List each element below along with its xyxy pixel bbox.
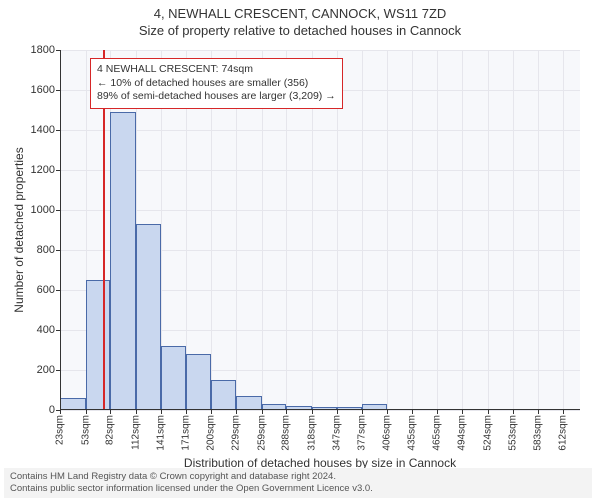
xtick-mark: [362, 410, 363, 414]
xtick-mark: [211, 410, 212, 414]
gridline-v: [437, 50, 438, 410]
xtick-label: 377sqm: [357, 415, 368, 451]
footer-line-1: Contains HM Land Registry data © Crown c…: [10, 471, 586, 483]
ytick-label: 1600: [15, 84, 55, 96]
histogram-bar: [161, 346, 187, 410]
xtick-label: 171sqm: [181, 415, 192, 451]
gridline-h: [60, 170, 580, 171]
gridline-h: [60, 130, 580, 131]
xtick-mark: [412, 410, 413, 414]
gridline-v: [563, 50, 564, 410]
xtick-mark: [286, 410, 287, 414]
xtick-label: 465sqm: [432, 415, 443, 451]
xtick-mark: [312, 410, 313, 414]
footer-line-2: Contains public sector information licen…: [10, 483, 586, 495]
histogram-chart: Number of detached properties Distributi…: [60, 50, 580, 410]
annotation-callout: 4 NEWHALL CRESCENT: 74sqm ← 10% of detac…: [90, 58, 343, 109]
histogram-bar: [186, 354, 211, 410]
xtick-mark: [110, 410, 111, 414]
gridline-h: [60, 410, 580, 411]
xtick-label: 612sqm: [557, 415, 568, 451]
xtick-mark: [186, 410, 187, 414]
ytick-label: 800: [15, 244, 55, 256]
xtick-mark: [488, 410, 489, 414]
ytick-label: 600: [15, 284, 55, 296]
xtick-label: 553sqm: [507, 415, 518, 451]
gridline-v: [513, 50, 514, 410]
xtick-label: 53sqm: [80, 415, 91, 445]
xtick-mark: [513, 410, 514, 414]
histogram-bar: [236, 396, 262, 410]
xtick-mark: [387, 410, 388, 414]
gridline-v: [412, 50, 413, 410]
annotation-line-2: ← 10% of detached houses are smaller (35…: [97, 77, 336, 91]
xtick-mark: [262, 410, 263, 414]
xtick-label: 288sqm: [281, 415, 292, 451]
gridline-h: [60, 210, 580, 211]
xtick-label: 318sqm: [306, 415, 317, 451]
xtick-label: 494sqm: [457, 415, 468, 451]
x-axis: [60, 409, 580, 410]
xtick-mark: [236, 410, 237, 414]
gridline-v: [387, 50, 388, 410]
histogram-bar: [110, 112, 136, 410]
ytick-label: 200: [15, 364, 55, 376]
ytick-label: 0: [15, 404, 55, 416]
histogram-bar: [86, 280, 111, 410]
page-title-address: 4, NEWHALL CRESCENT, CANNOCK, WS11 7ZD: [0, 0, 600, 21]
xtick-label: 524sqm: [482, 415, 493, 451]
xtick-mark: [538, 410, 539, 414]
xtick-mark: [462, 410, 463, 414]
xtick-label: 406sqm: [382, 415, 393, 451]
xtick-label: 82sqm: [105, 415, 116, 445]
xtick-mark: [563, 410, 564, 414]
xtick-mark: [60, 410, 61, 414]
ytick-label: 400: [15, 324, 55, 336]
xtick-label: 141sqm: [155, 415, 166, 451]
histogram-bar: [211, 380, 236, 410]
ytick-label: 1200: [15, 164, 55, 176]
y-axis: [60, 50, 61, 410]
xtick-mark: [337, 410, 338, 414]
xtick-label: 435sqm: [406, 415, 417, 451]
xtick-mark: [136, 410, 137, 414]
annotation-line-1: 4 NEWHALL CRESCENT: 74sqm: [97, 63, 336, 77]
gridline-v: [488, 50, 489, 410]
ytick-label: 1800: [15, 44, 55, 56]
xtick-label: 259sqm: [256, 415, 267, 451]
xtick-mark: [437, 410, 438, 414]
gridline-v: [362, 50, 363, 410]
xtick-label: 347sqm: [331, 415, 342, 451]
histogram-bar: [136, 224, 161, 410]
annotation-line-3: 89% of semi-detached houses are larger (…: [97, 90, 336, 104]
xtick-mark: [161, 410, 162, 414]
gridline-v: [538, 50, 539, 410]
xtick-label: 200sqm: [206, 415, 217, 451]
gridline-v: [462, 50, 463, 410]
gridline-h: [60, 50, 580, 51]
xtick-label: 229sqm: [230, 415, 241, 451]
xtick-mark: [86, 410, 87, 414]
xtick-label: 112sqm: [130, 415, 141, 450]
page-subtitle: Size of property relative to detached ho…: [0, 21, 600, 38]
xtick-label: 23sqm: [55, 415, 66, 445]
footer-attribution: Contains HM Land Registry data © Crown c…: [4, 468, 592, 498]
ytick-label: 1000: [15, 204, 55, 216]
ytick-label: 1400: [15, 124, 55, 136]
xtick-label: 583sqm: [533, 415, 544, 451]
